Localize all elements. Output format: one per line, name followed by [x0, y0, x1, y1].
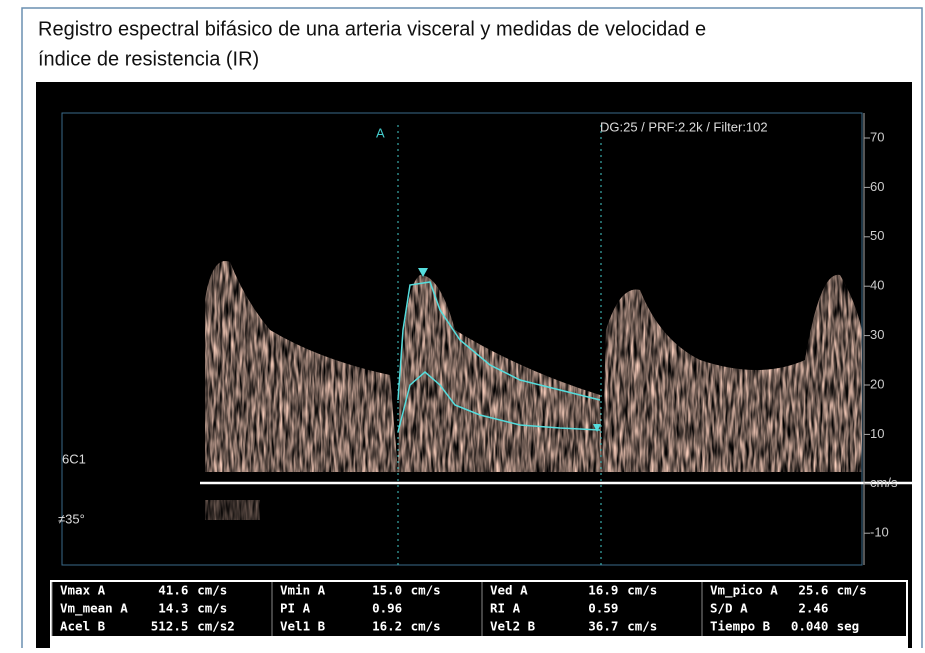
settings: DG:25 / PRF:2.2k / Filter:102	[600, 119, 768, 134]
scale-label: cm/s	[870, 475, 898, 490]
measure-label: Vel2 B	[490, 619, 536, 634]
measure-label: Vm_pico A	[710, 583, 778, 599]
scale-label: 50	[870, 228, 884, 243]
measure-value: 14.3	[158, 601, 188, 616]
scale-label: 30	[870, 327, 884, 342]
measure-unit: cm/s	[411, 583, 441, 598]
measure-unit: cm/s	[837, 583, 867, 598]
caption: índice de resistencia (IR)	[38, 48, 259, 70]
scale-label: 20	[870, 376, 884, 391]
measure-label: Vmin A	[280, 583, 326, 598]
scale-label: -10	[870, 525, 889, 540]
measure-unit: cm/s	[411, 619, 441, 634]
measure-label: RI A	[490, 601, 521, 616]
measure-value: 512.5	[151, 619, 189, 634]
measure-unit: cm/s	[627, 583, 657, 598]
measure-value: 0.59	[588, 601, 618, 616]
scale-label: 70	[870, 129, 884, 144]
scale-label: 10	[870, 426, 884, 441]
measure-label: Ved A	[490, 583, 528, 598]
measure-value: 0.040	[791, 619, 829, 634]
measure-label: Vel1 B	[280, 619, 326, 634]
scale-label: 60	[870, 179, 884, 194]
measure-value: 25.6	[798, 583, 828, 598]
measure-label: S/D A	[710, 601, 748, 616]
measure-label: Vmax A	[60, 583, 106, 598]
measure-value: 15.0	[372, 583, 402, 598]
measure-unit: cm/s2	[197, 619, 235, 634]
measure-unit: cm/s	[627, 619, 657, 634]
measure-value: 16.2	[372, 619, 402, 634]
measure-value: 41.6	[158, 583, 188, 598]
measure-value: 2.46	[798, 601, 828, 616]
measure-label: Tiempo B	[710, 619, 771, 634]
angle: ≠35°	[58, 511, 85, 526]
measure-value: 0.96	[372, 601, 402, 616]
measure-value: 36.7	[588, 619, 618, 634]
figure: Registro espectral bifásico de una arter…	[0, 0, 925, 648]
probe: 6C1	[62, 451, 86, 466]
spectrum-noise	[205, 500, 260, 520]
cursor-label: A	[376, 125, 385, 140]
measure-unit: cm/s	[197, 601, 227, 616]
caption: Registro espectral bifásico de una arter…	[38, 18, 706, 40]
measure-label: Vm_mean A	[60, 601, 128, 617]
measure-label: Acel B	[60, 619, 106, 634]
scale-label: 40	[870, 278, 884, 293]
measure-label: PI A	[280, 601, 311, 616]
measure-value: 16.9	[588, 583, 618, 598]
measure-unit: seg	[837, 619, 860, 634]
measure-unit: cm/s	[197, 583, 227, 598]
